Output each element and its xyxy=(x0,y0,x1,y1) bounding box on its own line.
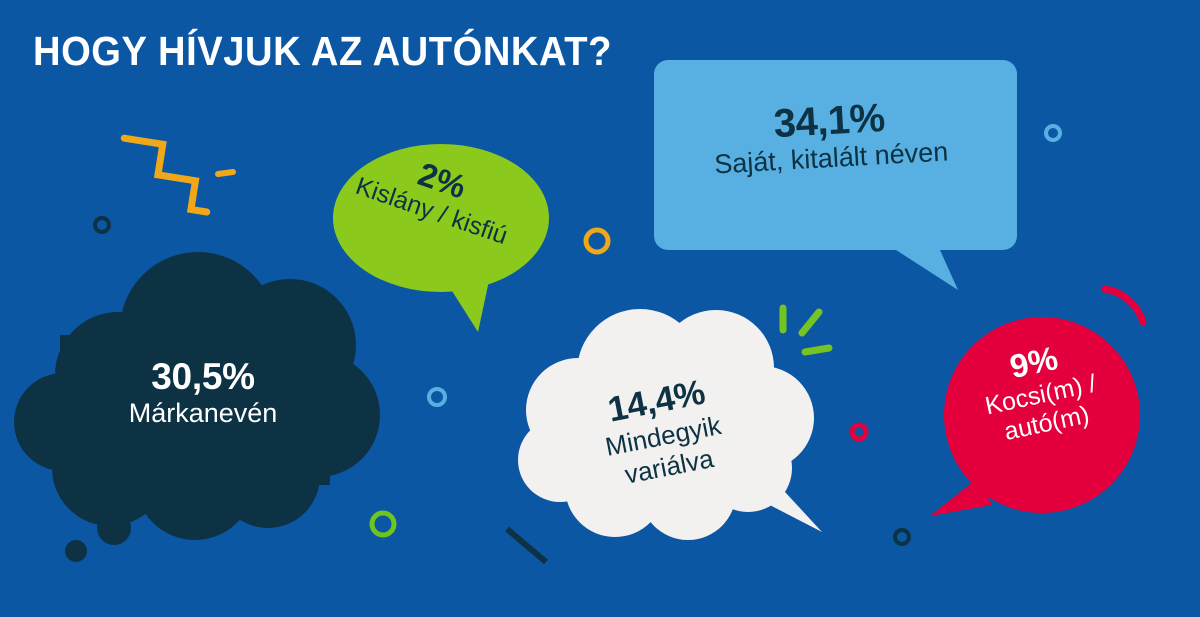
cloud-trail-small xyxy=(65,540,87,562)
arc-red-icon xyxy=(1101,285,1147,326)
bubble-red-shape xyxy=(944,317,1140,513)
cloud-trail-large xyxy=(97,511,131,545)
ring-navy-upper-left-icon xyxy=(93,216,111,234)
bubble-blue xyxy=(654,60,1017,290)
dash-mark-icon xyxy=(215,169,236,177)
ring-orange-center-icon xyxy=(583,227,611,255)
diagonal-stroke-icon xyxy=(505,526,548,565)
bubble-red xyxy=(930,317,1140,516)
cloud-body xyxy=(60,335,330,485)
cloud-tail xyxy=(748,452,822,532)
bubble-navy-text: 30,5% Márkanevén xyxy=(58,356,348,428)
ring-red-center-right-icon xyxy=(849,422,869,442)
bubble-blue-shape xyxy=(654,60,1017,290)
bubble-navy-label: Márkanevén xyxy=(128,397,278,428)
bubble-red-tail xyxy=(930,478,992,516)
bubble-green-shape xyxy=(333,144,549,292)
bubble-green xyxy=(333,144,549,332)
ring-green-lower-left-icon xyxy=(369,510,397,538)
ring-navy-lower-right-icon xyxy=(893,528,911,546)
bubble-navy xyxy=(14,252,380,562)
ring-lightblue-center-icon xyxy=(427,387,447,407)
bubble-navy-percent: 30,5% xyxy=(151,356,255,397)
page-title: HOGY HÍVJUK AZ AUTÓNKAT? xyxy=(33,28,612,74)
ring-lightblue-top-right-icon xyxy=(1044,124,1062,142)
bubble-green-tail xyxy=(447,276,490,332)
sparkle-burst-icon xyxy=(779,304,833,356)
zigzag-line-icon xyxy=(120,134,211,216)
cloud-body xyxy=(560,372,768,490)
bubble-white xyxy=(518,309,822,540)
